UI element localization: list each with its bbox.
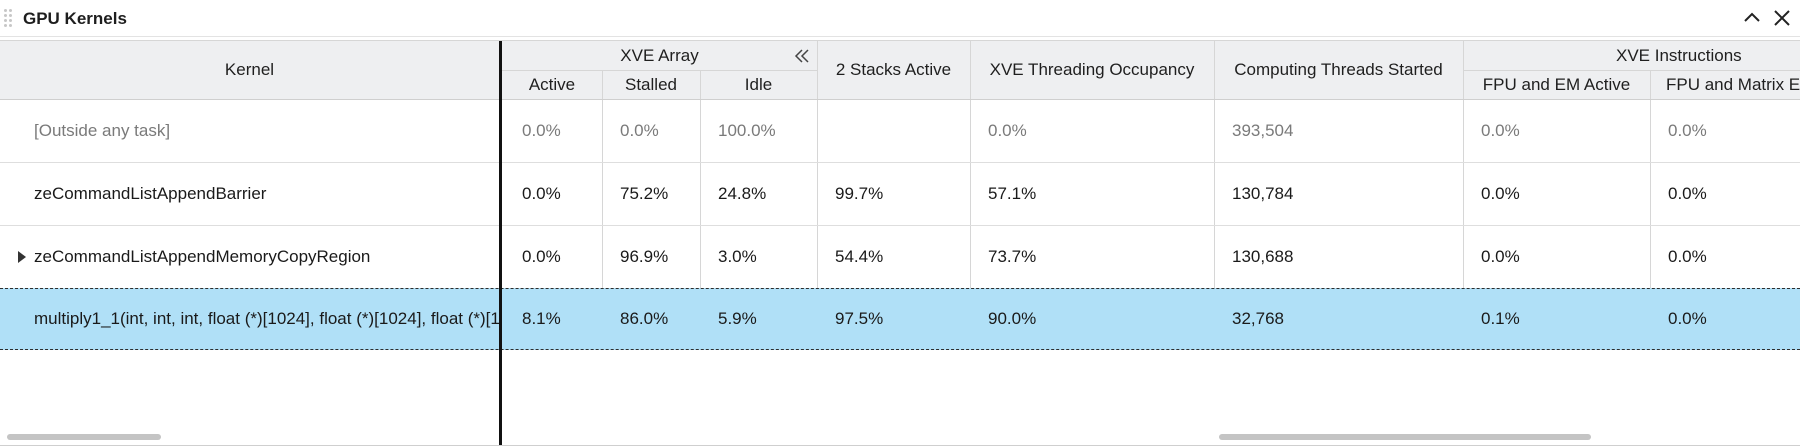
- column-divider: [1463, 100, 1464, 348]
- active-value: 0.0%: [522, 247, 561, 266]
- header-threads-started[interactable]: Computing Threads Started: [1234, 60, 1443, 79]
- fpu-matrix-value: 0.0%: [1668, 184, 1707, 203]
- column-divider: [700, 100, 701, 348]
- drag-grip-icon[interactable]: [4, 9, 12, 27]
- collapse-columns-icon[interactable]: [793, 47, 811, 65]
- threads-started-value: 32,768: [1232, 309, 1284, 328]
- horizontal-scrollbar-right[interactable]: [1219, 434, 1591, 440]
- header-xve-array[interactable]: XVE Array: [620, 45, 699, 65]
- kernel-name: [Outside any task]: [34, 121, 171, 140]
- header-idle[interactable]: Idle: [744, 74, 773, 94]
- column-divider: [700, 70, 701, 99]
- expand-row-icon[interactable]: [17, 250, 27, 264]
- header-stalled[interactable]: Stalled: [625, 74, 677, 94]
- header-fpu-matrix[interactable]: FPU and Matrix E: [1666, 74, 1800, 94]
- horizontal-scrollbar-left[interactable]: [7, 434, 161, 440]
- column-divider: [1463, 41, 1464, 99]
- table-row[interactable]: [Outside any task] 0.0% 0.0% 100.0% 0.0%…: [0, 100, 1800, 163]
- table-row[interactable]: zeCommandListAppendMemoryCopyRegion 0.0%…: [0, 226, 1800, 289]
- column-divider: [1214, 100, 1215, 348]
- fpu-matrix-value: 0.0%: [1668, 121, 1707, 140]
- header-threading-occupancy[interactable]: XVE Threading Occupancy: [989, 60, 1195, 79]
- idle-value: 100.0%: [718, 121, 776, 140]
- idle-value: 3.0%: [718, 247, 757, 266]
- header-subdivider: [502, 70, 817, 71]
- table-row[interactable]: zeCommandListAppendBarrier 0.0% 75.2% 24…: [0, 163, 1800, 226]
- stalled-value: 75.2%: [620, 184, 669, 203]
- stacks-active-value: 99.7%: [835, 184, 884, 203]
- stalled-value: 86.0%: [620, 309, 669, 328]
- header-xve-instructions[interactable]: XVE Instructions: [1616, 45, 1742, 65]
- active-value: 8.1%: [522, 309, 561, 328]
- fpu-em-value: 0.1%: [1481, 309, 1520, 328]
- fpu-em-value: 0.0%: [1481, 247, 1520, 266]
- fpu-em-value: 0.0%: [1481, 184, 1520, 203]
- idle-value: 5.9%: [718, 309, 757, 328]
- header-subdivider: [1463, 70, 1800, 71]
- column-divider: [602, 100, 603, 348]
- collapse-panel-icon[interactable]: [1740, 6, 1764, 30]
- kernel-name: zeCommandListAppendMemoryCopyRegion: [34, 247, 371, 266]
- fpu-matrix-value: 0.0%: [1668, 309, 1707, 328]
- kernel-name: multiply1_1(int, int, int, float (*)[102…: [34, 309, 500, 328]
- column-divider: [817, 41, 818, 99]
- panel-bottom-border: [0, 445, 1800, 446]
- header-fpu-em-active[interactable]: FPU and EM Active: [1482, 74, 1631, 94]
- header-stacks-active[interactable]: 2 Stacks Active: [835, 60, 952, 79]
- fpu-em-value: 0.0%: [1481, 121, 1520, 140]
- occupancy-value: 57.1%: [988, 184, 1037, 203]
- threads-started-value: 393,504: [1232, 121, 1294, 140]
- header-active[interactable]: Active: [528, 74, 576, 94]
- stalled-value: 0.0%: [620, 121, 659, 140]
- frozen-column-splitter[interactable]: [499, 41, 502, 446]
- threads-started-value: 130,784: [1232, 184, 1294, 203]
- stacks-active-value: 54.4%: [835, 247, 884, 266]
- column-divider: [970, 41, 971, 99]
- column-divider: [602, 70, 603, 99]
- column-divider: [1214, 41, 1215, 99]
- occupancy-value: 0.0%: [988, 121, 1027, 140]
- idle-value: 24.8%: [718, 184, 767, 203]
- table-header: Kernel XVE Array Active Stalled Idle 2 S…: [0, 41, 1800, 100]
- table-row-selected[interactable]: multiply1_1(int, int, int, float (*)[102…: [0, 288, 1800, 350]
- panel-title: GPU Kernels: [23, 9, 127, 28]
- column-divider: [970, 100, 971, 348]
- active-value: 0.0%: [522, 121, 561, 140]
- column-divider: [1650, 100, 1651, 348]
- column-divider: [1650, 70, 1651, 99]
- panel-titlebar: GPU Kernels: [0, 0, 1800, 37]
- fpu-matrix-value: 0.0%: [1668, 247, 1707, 266]
- stalled-value: 96.9%: [620, 247, 669, 266]
- active-value: 0.0%: [522, 184, 561, 203]
- grid-top-border: [0, 40, 1800, 41]
- kernel-name: zeCommandListAppendBarrier: [34, 184, 267, 203]
- occupancy-value: 90.0%: [988, 309, 1037, 328]
- close-icon[interactable]: [1770, 6, 1794, 30]
- threads-started-value: 130,688: [1232, 247, 1294, 266]
- stacks-active-value: [835, 100, 965, 162]
- occupancy-value: 73.7%: [988, 247, 1037, 266]
- stacks-active-value: 97.5%: [835, 309, 884, 328]
- column-divider: [817, 100, 818, 348]
- header-kernel[interactable]: Kernel: [224, 60, 275, 79]
